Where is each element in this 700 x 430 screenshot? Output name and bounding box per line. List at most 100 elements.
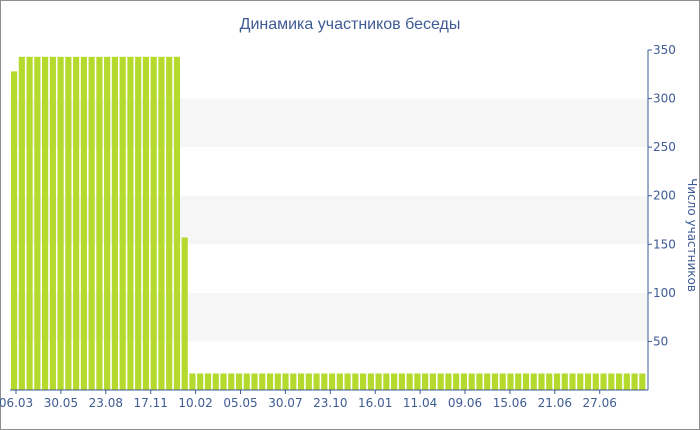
bar — [538, 373, 545, 390]
bar — [414, 373, 421, 390]
bar — [561, 373, 568, 390]
x-tick-label: 27.06 — [583, 396, 617, 410]
bar — [375, 373, 382, 390]
bar — [158, 56, 165, 391]
bar — [42, 56, 49, 391]
bar — [530, 373, 537, 390]
bar — [18, 56, 25, 391]
bar — [398, 373, 405, 390]
bar — [142, 56, 150, 391]
chart-title: Динамика участников беседы — [240, 16, 461, 33]
x-tick-label: 30.07 — [268, 396, 302, 410]
bar — [360, 373, 367, 390]
bar — [437, 373, 444, 390]
bar — [476, 373, 483, 390]
bar — [96, 56, 103, 391]
bar — [220, 373, 227, 390]
bars-group — [11, 56, 646, 391]
bar — [383, 373, 390, 390]
bar — [282, 373, 289, 390]
bar — [80, 56, 87, 391]
bar — [422, 373, 429, 390]
bar — [631, 373, 638, 390]
bar — [491, 373, 499, 390]
bar — [73, 56, 80, 391]
bar — [507, 373, 514, 390]
y-tick-label: 150 — [653, 237, 676, 251]
bar — [391, 373, 398, 390]
x-tick-label: 09.06 — [448, 396, 482, 410]
bar — [313, 373, 320, 390]
x-tick-label: 23.10 — [313, 396, 347, 410]
bar — [522, 373, 530, 390]
y-tick-label: 100 — [653, 286, 676, 300]
bar — [406, 373, 413, 390]
bar — [204, 373, 212, 390]
bar — [49, 56, 56, 391]
bar — [173, 56, 181, 391]
x-tick-label: 23.08 — [89, 396, 123, 410]
bar — [127, 56, 134, 391]
bar — [251, 373, 258, 390]
bar — [104, 56, 111, 391]
bar — [57, 56, 64, 391]
y-tick-label: 350 — [653, 43, 676, 57]
y-axis-label: Число участников — [685, 178, 699, 292]
bar — [445, 373, 452, 390]
bar — [453, 373, 460, 390]
bar — [11, 71, 18, 391]
bar — [584, 373, 592, 390]
bar — [639, 373, 646, 390]
bar — [297, 373, 305, 390]
y-tick-label: 300 — [653, 92, 676, 106]
bar — [181, 237, 188, 390]
bar — [119, 56, 126, 391]
bar — [259, 373, 266, 390]
bar — [34, 56, 41, 391]
bar — [321, 373, 328, 390]
bar — [166, 56, 173, 391]
bar — [623, 373, 630, 390]
axes-group — [10, 50, 649, 391]
bar — [499, 373, 506, 390]
bar — [608, 373, 615, 390]
bar — [197, 373, 204, 390]
bar — [26, 56, 33, 391]
y-tick-label: 200 — [653, 189, 676, 203]
x-tick-label: 06.03 — [0, 396, 33, 410]
bar — [274, 373, 281, 390]
bar — [592, 373, 599, 390]
bar — [88, 56, 95, 391]
x-tick-label: 10.02 — [178, 396, 212, 410]
x-tick-label: 30.05 — [44, 396, 78, 410]
bar — [468, 373, 475, 390]
bar — [352, 373, 359, 390]
bar — [329, 373, 336, 390]
bar — [546, 373, 553, 390]
y-ticks-group: 50 100 150 200 250 300 350 — [648, 43, 676, 348]
x-tick-label: 21.06 — [538, 396, 572, 410]
bar — [243, 373, 250, 390]
bar — [515, 373, 522, 390]
bar — [577, 373, 584, 390]
bar — [367, 373, 374, 390]
y-tick-label: 50 — [653, 334, 668, 348]
bar — [460, 373, 468, 390]
x-ticks-group: 06.03 30.05 23.08 17.11 10.02 05.05 30.07 23.10… — [0, 390, 617, 410]
x-tick-label: 05.05 — [223, 396, 257, 410]
bar — [305, 373, 312, 390]
bar — [135, 56, 142, 391]
bar — [235, 373, 243, 390]
x-tick-label: 16.01 — [358, 396, 392, 410]
bar — [228, 373, 235, 390]
bar — [111, 56, 118, 391]
bar — [336, 373, 343, 390]
bar — [344, 373, 351, 390]
bar — [600, 373, 607, 390]
bar — [65, 56, 72, 391]
bar — [569, 373, 576, 390]
bar — [429, 373, 436, 390]
x-tick-label: 17.11 — [134, 396, 168, 410]
x-tick-label: 11.04 — [403, 396, 437, 410]
